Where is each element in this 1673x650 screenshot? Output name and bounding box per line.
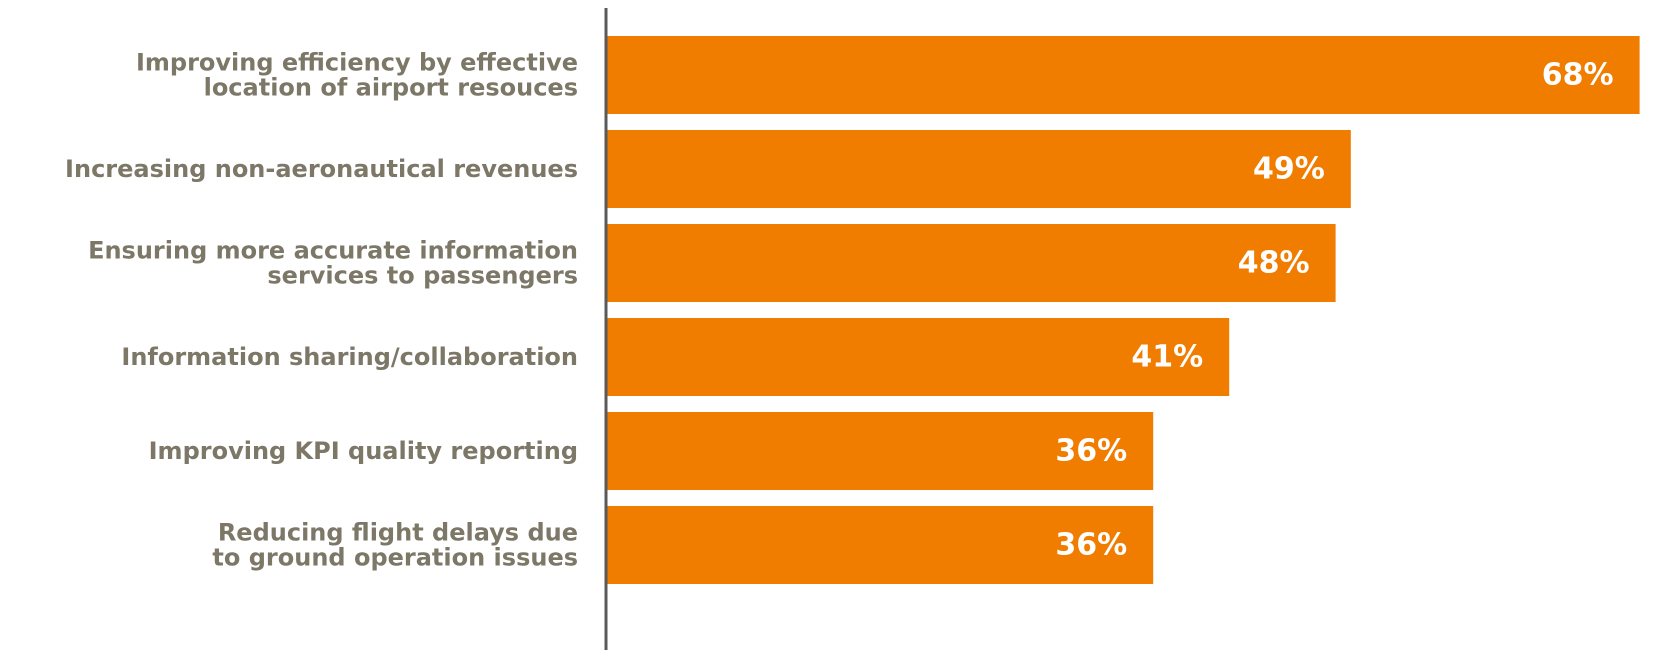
- bars-group: 68% 49% 48% 41% 36% 36%: [606, 36, 1640, 584]
- category-label-line: Ensuring more accurate information: [88, 237, 578, 265]
- bar-4: [606, 412, 1154, 490]
- category-label-line: Reducing flight delays due: [218, 519, 578, 547]
- category-labels-group: Improving efficiency by effective locatio…: [65, 49, 578, 572]
- category-label-line: location of airport resouces: [204, 74, 578, 102]
- category-label-3: Information sharing/collaboration: [121, 343, 578, 371]
- bar-value-label-1: 49%: [1253, 152, 1325, 187]
- bar-1: [606, 130, 1351, 208]
- category-label-5: Reducing flight delays due to ground oper…: [212, 519, 578, 572]
- bar-5: [606, 506, 1154, 584]
- bar-0: [606, 36, 1640, 114]
- bar-value-label-0: 68%: [1542, 58, 1614, 93]
- category-label-line: Information sharing/collaboration: [121, 343, 578, 371]
- bar-2: [606, 224, 1336, 302]
- bar-value-label-3: 41%: [1131, 340, 1203, 375]
- bar-3: [606, 318, 1230, 396]
- category-label-line: Improving KPI quality reporting: [149, 437, 578, 465]
- category-label-line: Improving efficiency by effective: [136, 49, 578, 77]
- category-label-line: Increasing non-aeronautical revenues: [65, 155, 578, 183]
- category-label-2: Ensuring more accurate information servic…: [88, 237, 578, 290]
- category-label-0: Improving efficiency by effective locatio…: [136, 49, 578, 102]
- bar-value-label-4: 36%: [1055, 434, 1127, 469]
- category-label-4: Improving KPI quality reporting: [149, 437, 578, 465]
- bar-value-label-2: 48%: [1238, 246, 1310, 281]
- category-label-line: to ground operation issues: [212, 544, 578, 572]
- bar-value-label-5: 36%: [1055, 528, 1127, 563]
- category-label-line: services to passengers: [267, 262, 578, 290]
- category-label-1: Increasing non-aeronautical revenues: [65, 155, 578, 183]
